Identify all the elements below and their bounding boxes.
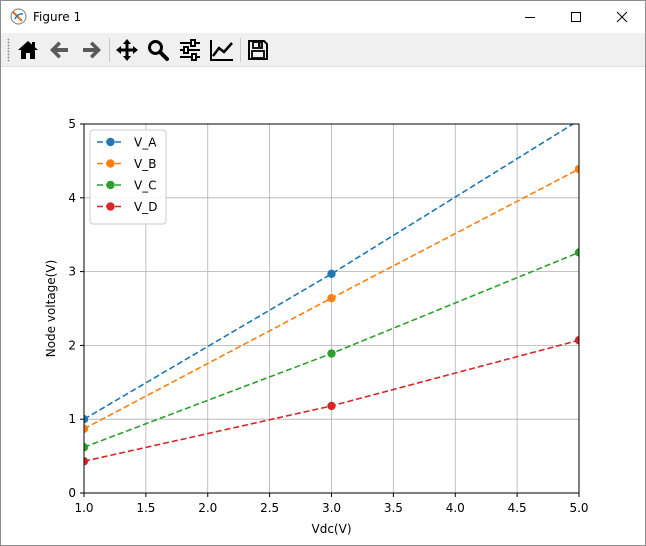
figure-canvas[interactable]: 1.0 1.5 2.0 2.5 3.0 3.5 4.0 4.5 5.0 0 1 2 3 4 5 Vdc(V… bbox=[1, 67, 645, 545]
legend-item: V_C bbox=[97, 179, 157, 193]
edit-axis-button[interactable] bbox=[208, 37, 234, 63]
data-point bbox=[576, 124, 579, 125]
x-tick-label: 4.5 bbox=[508, 501, 527, 515]
x-tick-label: 3.5 bbox=[384, 501, 403, 515]
legend: V_A V_B V_C V_D bbox=[89, 129, 167, 225]
legend-marker bbox=[106, 180, 115, 190]
close-icon bbox=[616, 11, 628, 23]
arrow-left-icon bbox=[50, 41, 68, 59]
close-button[interactable] bbox=[599, 1, 645, 33]
data-point bbox=[574, 248, 579, 257]
y-tick-label: 4 bbox=[68, 191, 76, 205]
legend-item: V_B bbox=[97, 157, 156, 171]
legend-box bbox=[89, 129, 167, 225]
legend-marker bbox=[106, 202, 115, 211]
data-point bbox=[574, 164, 579, 174]
x-tick-label: 1.5 bbox=[136, 501, 155, 515]
data-point bbox=[327, 293, 336, 303]
series-v-c bbox=[84, 248, 579, 452]
legend-marker bbox=[106, 137, 115, 147]
home-button[interactable] bbox=[15, 37, 41, 63]
app-icon bbox=[10, 8, 27, 25]
series-v-b bbox=[84, 164, 579, 433]
data-point bbox=[84, 424, 89, 433]
line-chart-icon bbox=[210, 40, 233, 61]
forward-button[interactable] bbox=[78, 37, 104, 63]
floppy-disk-icon bbox=[248, 40, 268, 60]
window-title: Figure 1 bbox=[33, 10, 82, 24]
x-tick-label: 2.5 bbox=[260, 501, 279, 515]
legend-label: V_B bbox=[134, 157, 156, 171]
minimize-icon bbox=[525, 17, 535, 18]
series-v-d bbox=[84, 336, 579, 466]
zoom-button[interactable] bbox=[145, 37, 171, 63]
minimize-button[interactable] bbox=[507, 1, 553, 33]
data-point bbox=[574, 336, 579, 345]
legend-label: V_D bbox=[134, 200, 157, 214]
arrow-right-icon bbox=[83, 41, 101, 59]
home-icon bbox=[18, 41, 38, 59]
legend-label: V_A bbox=[134, 136, 157, 150]
series-v-a bbox=[84, 124, 579, 424]
pan-button[interactable] bbox=[114, 37, 140, 63]
maximize-icon bbox=[571, 12, 581, 22]
x-axis: 1.0 1.5 2.0 2.5 3.0 3.5 4.0 4.5 5.0 bbox=[74, 493, 589, 515]
legend-item: V_D bbox=[97, 200, 157, 214]
magnifier-icon bbox=[148, 40, 169, 61]
line-chart[interactable]: 1.0 1.5 2.0 2.5 3.0 3.5 4.0 4.5 5.0 0 1 2 3 4 5 Vdc(V… bbox=[1, 67, 645, 545]
y-tick-label: 5 bbox=[68, 117, 76, 131]
legend-marker bbox=[106, 159, 115, 168]
toolbar-separator bbox=[240, 38, 241, 62]
data-point bbox=[84, 415, 89, 424]
legend-item: V_A bbox=[97, 136, 157, 150]
data-point bbox=[84, 443, 89, 452]
y-tick-label: 2 bbox=[68, 338, 76, 352]
x-axis-label: Vdc(V) bbox=[312, 522, 352, 536]
data-point bbox=[327, 269, 336, 279]
series-lines bbox=[84, 124, 579, 466]
title-bar[interactable]: Figure 1 bbox=[1, 1, 645, 33]
configure-subplots-button[interactable] bbox=[177, 37, 203, 63]
y-tick-label: 1 bbox=[68, 412, 76, 426]
x-tick-label: 3.0 bbox=[322, 501, 341, 515]
y-tick-label: 0 bbox=[68, 486, 76, 500]
back-button[interactable] bbox=[47, 37, 73, 63]
navigation-toolbar bbox=[1, 33, 645, 67]
x-tick-label: 2.0 bbox=[198, 501, 217, 515]
maximize-button[interactable] bbox=[553, 1, 599, 33]
y-axis-label: Node voltage(V) bbox=[44, 260, 58, 358]
data-point bbox=[327, 349, 336, 358]
sliders-icon bbox=[180, 39, 200, 61]
data-point bbox=[84, 457, 89, 466]
toolbar-grip[interactable] bbox=[7, 38, 10, 62]
save-button[interactable] bbox=[245, 37, 271, 63]
legend-label: V_C bbox=[134, 179, 157, 193]
move-icon bbox=[116, 39, 138, 61]
x-tick-label: 1.0 bbox=[74, 501, 93, 515]
y-axis: 0 1 2 3 4 5 bbox=[68, 117, 84, 500]
x-tick-label: 4.0 bbox=[446, 501, 465, 515]
series-line bbox=[84, 124, 575, 420]
y-tick-label: 3 bbox=[68, 265, 76, 279]
x-tick-label: 5.0 bbox=[569, 501, 588, 515]
toolbar-separator bbox=[109, 38, 110, 62]
data-point bbox=[327, 401, 336, 411]
